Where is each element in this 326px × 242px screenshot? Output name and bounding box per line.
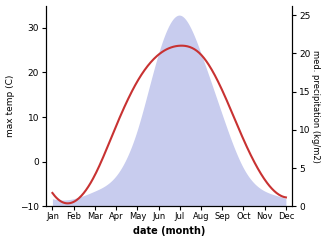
Y-axis label: med. precipitation (kg/m2): med. precipitation (kg/m2) [311, 50, 320, 162]
X-axis label: date (month): date (month) [133, 227, 205, 236]
Y-axis label: max temp (C): max temp (C) [6, 75, 15, 137]
